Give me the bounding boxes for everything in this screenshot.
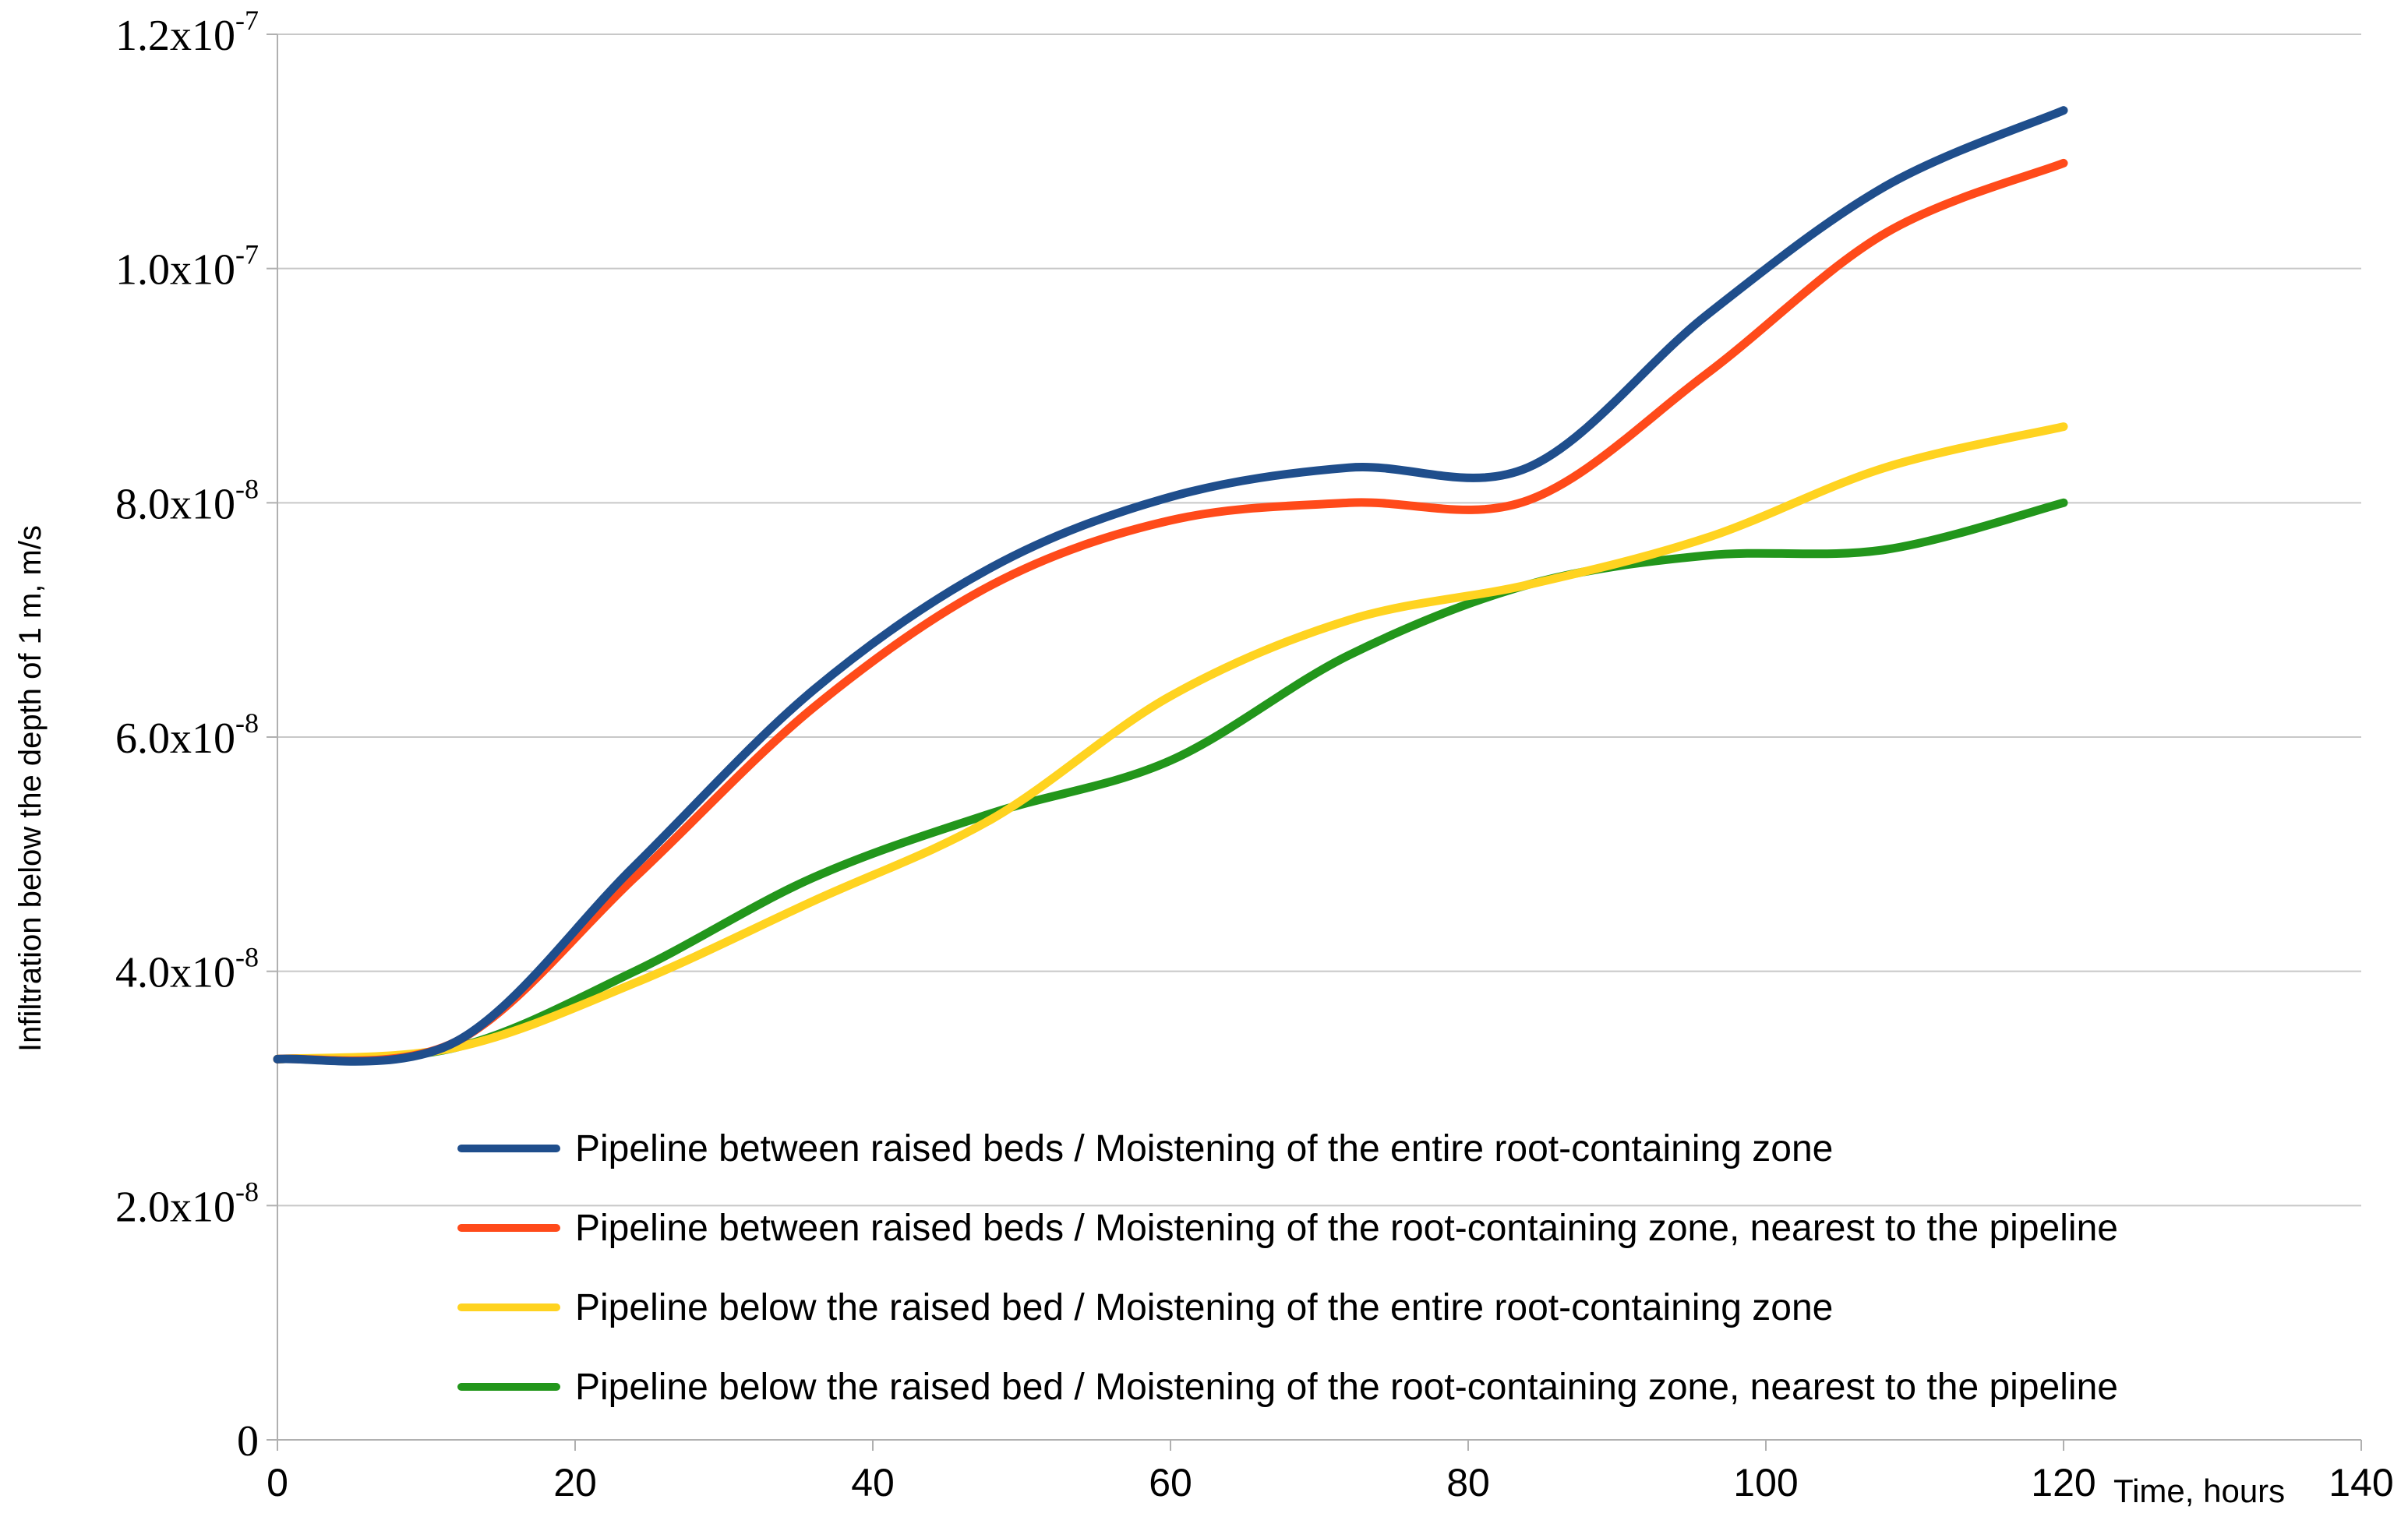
y-tick-mantissa: 1.0x10 <box>115 246 235 295</box>
legend-item: Pipeline between raised beds / Moistenin… <box>457 1208 2118 1249</box>
y-tick-exponent: -8 <box>235 1176 259 1207</box>
x-tick-label: 120 <box>2031 1461 2096 1505</box>
y-tick-exponent: -7 <box>235 239 259 270</box>
y-tick-label: 0 <box>237 1417 259 1466</box>
y-tick-labels: 02.0x10-84.0x10-86.0x10-88.0x10-81.0x10-… <box>115 5 259 1466</box>
legend-label: Pipeline below the raised bed / Moisteni… <box>575 1367 2118 1408</box>
y-tick-label: 4.0x10-8 <box>115 942 259 997</box>
x-axis-title: Time, hours <box>2113 1473 2285 1509</box>
x-tick-label: 80 <box>1446 1461 1490 1505</box>
y-tick-mantissa: 1.2x10 <box>115 12 235 60</box>
y-tick-mantissa: 2.0x10 <box>115 1183 235 1231</box>
y-tick-mantissa: 6.0x10 <box>115 714 235 763</box>
y-tick-label: 1.0x10-7 <box>115 239 259 295</box>
axis-layer <box>267 34 2362 1451</box>
y-tick-label: 8.0x10-8 <box>115 473 259 528</box>
x-tick-label: 20 <box>553 1461 597 1505</box>
x-tick-label: 100 <box>1733 1461 1798 1505</box>
x-tick-label: 140 <box>2329 1461 2393 1505</box>
legend-label: Pipeline between raised beds / Moistenin… <box>575 1208 2118 1249</box>
y-tick-mantissa: 4.0x10 <box>115 949 235 997</box>
series-layer <box>273 106 2068 1066</box>
legend-item: Pipeline below the raised bed / Moisteni… <box>457 1367 2118 1408</box>
x-tick-label: 60 <box>1149 1461 1192 1505</box>
y-tick-mantissa: 0 <box>237 1417 259 1466</box>
y-tick-exponent: -8 <box>235 707 259 739</box>
y-axis-title: Infiltration below the depth of 1 m, m/s <box>13 525 48 1052</box>
legend-item: Pipeline between raised beds / Moistenin… <box>457 1128 1833 1169</box>
series-line-1 <box>273 106 2068 1066</box>
legend-label: Pipeline below the raised bed / Moisteni… <box>575 1287 1833 1328</box>
series-line-4 <box>273 498 2068 1064</box>
y-tick-mantissa: 8.0x10 <box>115 480 235 528</box>
x-tick-label: 40 <box>851 1461 895 1505</box>
x-tick-label: 0 <box>267 1461 288 1505</box>
y-tick-label: 2.0x10-8 <box>115 1176 259 1231</box>
legend-label: Pipeline between raised beds / Moistenin… <box>575 1128 1833 1169</box>
series-line-3 <box>273 422 2068 1064</box>
legend: Pipeline between raised beds / Moistenin… <box>457 1128 2118 1408</box>
x-tick-labels: 0 20 40 60 80 100 120 140 <box>267 1461 2394 1505</box>
series-line-2 <box>273 158 2068 1065</box>
grid-layer <box>277 34 2361 1207</box>
legend-item: Pipeline below the raised bed / Moisteni… <box>457 1287 1833 1328</box>
y-tick-label: 1.2x10-7 <box>115 5 259 60</box>
y-tick-exponent: -8 <box>235 942 259 973</box>
y-tick-label: 6.0x10-8 <box>115 707 259 763</box>
y-tick-exponent: -8 <box>235 473 259 504</box>
y-tick-exponent: -7 <box>235 5 259 36</box>
